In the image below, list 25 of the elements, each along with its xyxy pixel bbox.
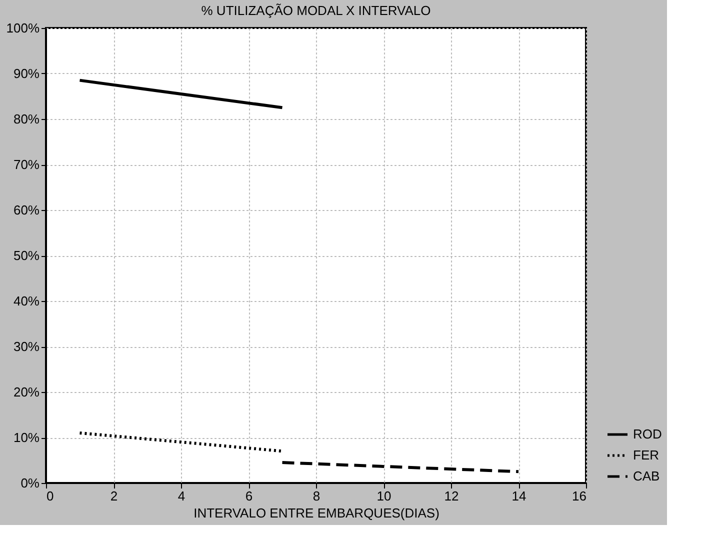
legend-label: CAB (633, 468, 660, 484)
x-tick-label: 2 (110, 488, 118, 504)
x-tick-label: 12 (444, 488, 459, 504)
y-tick-label: 60% (13, 202, 40, 218)
x-tick-label: 0 (46, 488, 54, 504)
y-tick-label: 90% (13, 66, 40, 81)
y-tick-label: 80% (13, 112, 40, 126)
y-tick-label: 40% (13, 294, 40, 308)
legend-label: ROD (633, 426, 662, 442)
legend-label: FER (633, 448, 659, 462)
x-tick-label: 16 (572, 488, 586, 504)
x-tick-label: 6 (245, 488, 253, 504)
x-tick-label: 10 (376, 488, 392, 504)
y-tick-label: 50% (13, 248, 40, 263)
x-axis-title: INTERVALO ENTRE EMBARQUES(DIAS) (194, 506, 440, 520)
y-tick-label: 20% (13, 384, 40, 400)
y-tick-label: 0% (20, 476, 40, 490)
x-tick-label: 4 (178, 488, 186, 504)
x-tick-label: 14 (512, 488, 526, 504)
y-tick-label: 70% (13, 157, 40, 172)
y-tick-label: 10% (13, 430, 40, 445)
y-tick-label: 30% (13, 339, 40, 354)
chart-title: % UTILIZAÇÃO MODAL X INTERVALO (201, 3, 431, 18)
x-tick-label: 8 (312, 488, 320, 504)
y-tick-label: 100% (6, 20, 40, 36)
